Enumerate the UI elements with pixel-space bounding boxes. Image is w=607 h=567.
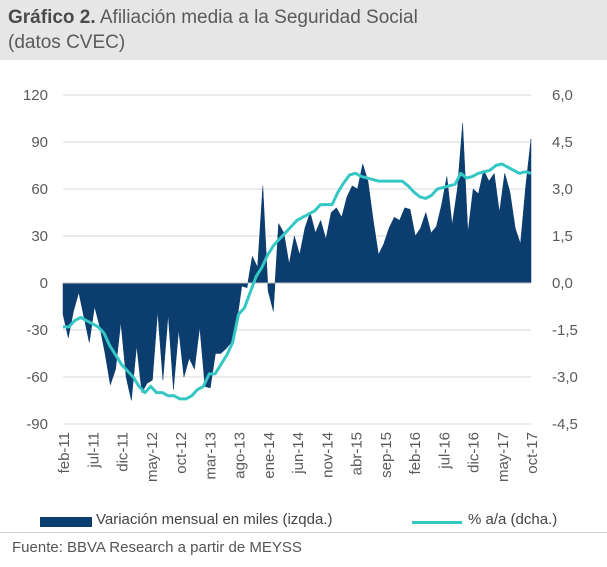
left-tick-label: -90 [26,416,48,433]
left-tick-label: -30 [26,322,48,339]
chart-header: Gráfico 2. Afiliación media a la Segurid… [0,0,607,60]
right-tick-label: 3,0 [552,181,573,198]
x-tick-label: may-12 [144,432,161,482]
x-tick-label: feb-16 [407,432,424,475]
right-tick-label: 6,0 [552,87,573,104]
x-tick-label: ago-13 [232,432,249,479]
chart-subtitle: (datos CVEC) [8,32,126,53]
x-tick-label: mar-13 [202,432,219,480]
footer-divider [0,532,607,533]
right-tick-label: 4,5 [552,134,573,151]
left-tick-label: 60 [31,181,48,198]
legend-area-label: Variación mensual en miles (izqda.) [96,511,333,528]
legend-line-swatch [412,521,462,524]
chart-title-bold: Gráfico 2. [8,7,96,28]
right-tick-label: -3,0 [552,369,578,386]
chart-canvas: 120 90 60 30 0 -30 -60 -90 6,0 4,5 3,0 1,5 0,0 -1,5 -3… [23,87,578,482]
left-tick-label: -60 [26,369,48,386]
x-tick-label: jun-14 [290,432,307,475]
x-tick-label: sep-15 [378,432,395,478]
legend-line-label: % a/a (dcha.) [468,511,558,528]
x-tick-label: oct-17 [524,432,541,474]
left-tick-label: 90 [31,134,48,151]
x-tick-label: jul-16 [436,432,453,470]
chart-legend: Variación mensual en miles (izqda.) % a/… [40,511,600,531]
left-tick-label: 120 [23,87,48,104]
x-tick-label: nov-14 [319,432,336,478]
x-tick-label: dic-11 [115,432,132,472]
right-tick-label: 0,0 [552,275,573,292]
x-tick-label: feb-11 [56,432,73,473]
left-tick-label: 0 [40,275,48,292]
series-line-variacion-anual [63,162,532,401]
chart-title-text: Afiliación media a la Seguridad Social [95,7,418,28]
right-tick-label: 1,5 [552,228,573,245]
x-tick-label: ene-14 [261,432,278,479]
legend-area-swatch [40,517,92,527]
x-tick-label: may-17 [495,432,512,482]
chart-source: Fuente: BBVA Research a partir de MEYSS [12,539,302,556]
x-tick-label: oct-12 [173,432,190,474]
series-area-variacion-mensual [62,123,532,401]
x-tick-label: abr-15 [349,432,366,475]
chart-title: Gráfico 2. Afiliación media a la Segurid… [8,5,598,55]
x-tick-label: dic-16 [466,432,483,473]
x-tick-label: jul-11 [85,432,102,469]
left-tick-label: 30 [31,228,48,245]
right-tick-label: -1,5 [552,322,578,339]
right-tick-label: -4,5 [552,416,578,433]
